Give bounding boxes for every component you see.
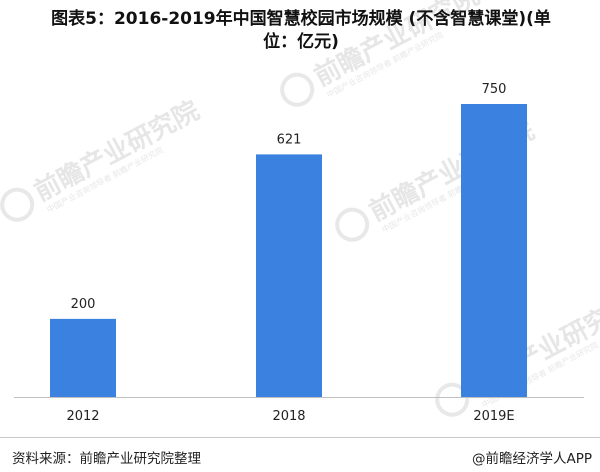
data-labels-group: 200 621 750 [71, 82, 507, 312]
x-tick-label-2012: 2012 [66, 409, 99, 424]
watermark-logo-icon [0, 187, 35, 222]
watermark-logo-icon [280, 72, 315, 107]
chart-title-line-2: 位：亿元) [263, 32, 339, 52]
chart-title-line-1: 图表5：2016-2019年中国智慧校园市场规模 (不含智慧课堂)(单 [51, 9, 551, 29]
bar-2018 [256, 154, 322, 397]
credit-note: @前瞻经济学人APP [471, 451, 592, 467]
watermark-main-text: 前瞻产业研究院 [29, 95, 204, 208]
bar-2019e [461, 104, 527, 397]
x-tick-labels-group: 2012 2018 2019E [66, 409, 514, 424]
bar-2012 [50, 318, 116, 397]
x-tick-label-2018: 2018 [272, 409, 305, 424]
watermark-main-text: 前瞻产业研究院 [309, 0, 484, 93]
footer: 资料来源：前瞻产业研究院整理 @前瞻经济学人APP [0, 437, 600, 472]
x-tick-label-2019e: 2019E [473, 409, 514, 424]
data-label-2019e: 750 [482, 82, 507, 97]
source-note: 资料来源：前瞻产业研究院整理 [12, 451, 201, 467]
watermark-logo-icon [335, 207, 370, 242]
chart-title: 图表5：2016-2019年中国智慧校园市场规模 (不含智慧课堂)(单 位：亿元… [12, 8, 590, 54]
data-label-2018: 621 [277, 132, 302, 147]
data-label-2012: 200 [71, 297, 96, 312]
bars-group [50, 104, 527, 397]
